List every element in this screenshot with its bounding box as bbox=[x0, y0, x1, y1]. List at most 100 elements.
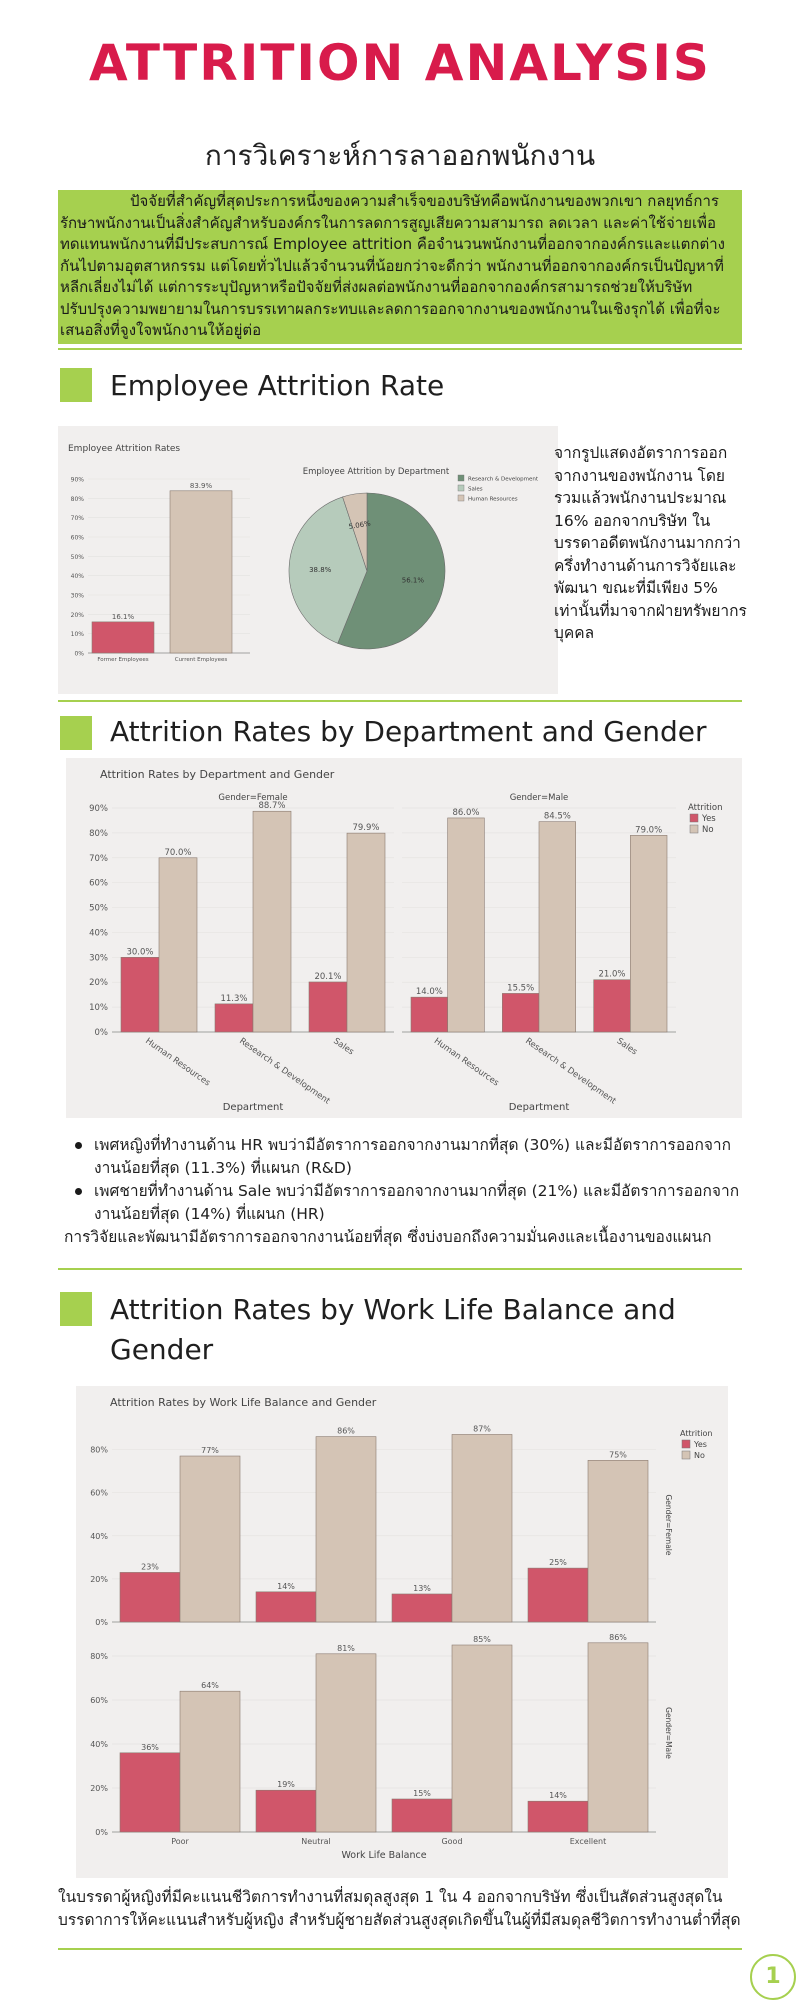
y-tick-label: 20% bbox=[90, 1575, 108, 1584]
y-tick-label: 70% bbox=[71, 515, 85, 522]
y-tick-label: 90% bbox=[71, 477, 85, 484]
legend-swatch bbox=[681, 1439, 691, 1449]
bar-value-label: 84.5% bbox=[544, 812, 571, 822]
chart-title: Attrition Rates by Work Life Balance and… bbox=[110, 1396, 377, 1409]
y-tick-label: 20% bbox=[89, 978, 108, 988]
bar-value-label: 14% bbox=[277, 1582, 295, 1591]
page-title: ATTRITION ANALYSIS bbox=[89, 34, 711, 92]
bar-yes bbox=[119, 1572, 181, 1623]
legend-swatch bbox=[681, 1450, 691, 1460]
bar-value-label: 75% bbox=[609, 1450, 627, 1459]
pie-slice-2 bbox=[342, 492, 368, 572]
bar-value-label: 86% bbox=[337, 1427, 355, 1436]
pie-slice-0 bbox=[337, 492, 446, 650]
bar-value-label: 64% bbox=[201, 1681, 219, 1690]
y-tick-label: 40% bbox=[90, 1740, 108, 1749]
bar-yes bbox=[391, 1798, 453, 1833]
pie-slice-label: 38.8% bbox=[309, 566, 332, 574]
y-tick-label: 40% bbox=[89, 928, 108, 938]
bar-no bbox=[447, 817, 485, 1033]
intro-text: ปัจจัยที่สำคัญที่สุดประการหนึ่งของความสำ… bbox=[60, 192, 725, 339]
bar-yes bbox=[255, 1591, 317, 1623]
bar-no bbox=[252, 810, 292, 1033]
y-tick-label: 60% bbox=[90, 1696, 108, 1705]
y-tick-label: 50% bbox=[89, 904, 108, 914]
section-marker bbox=[60, 716, 92, 750]
x-tick-label: Current Employees bbox=[175, 657, 228, 663]
bar-no bbox=[587, 1642, 649, 1833]
x-tick-label: Excellent bbox=[570, 1837, 607, 1846]
legend-title: Attrition bbox=[688, 803, 722, 813]
y-tick-label: 60% bbox=[71, 535, 85, 542]
bar-no bbox=[179, 1690, 241, 1833]
facet-label: Gender=Male bbox=[510, 793, 569, 803]
bar-value-label: 19% bbox=[277, 1780, 295, 1789]
legend-swatch bbox=[457, 494, 465, 502]
legend-swatch bbox=[689, 813, 699, 823]
facet-label: Gender=Female bbox=[218, 793, 287, 803]
legend-label: No bbox=[702, 825, 714, 835]
pie-slice-label: 56.1% bbox=[402, 576, 425, 584]
section-heading-attrition-rate: Employee Attrition Rate bbox=[110, 369, 445, 402]
facet-label: Gender=Female bbox=[664, 1494, 673, 1555]
bar-yes bbox=[410, 996, 448, 1033]
y-tick-label: 60% bbox=[89, 879, 108, 889]
bar-no bbox=[315, 1436, 377, 1623]
work-life-balance-chart: Attrition Rates by Work Life Balance and… bbox=[90, 1396, 712, 1861]
chart-panel-department-gender: Attrition Rates by Department and Gender… bbox=[66, 758, 742, 1118]
x-tick-label: Sales bbox=[615, 1036, 640, 1057]
bar-yes bbox=[214, 1003, 254, 1033]
bar-value-label: 86% bbox=[609, 1633, 627, 1642]
bar-no bbox=[179, 1455, 241, 1623]
y-tick-label: 60% bbox=[90, 1489, 108, 1498]
legend-label: Sales bbox=[468, 487, 483, 493]
bar-no bbox=[346, 832, 386, 1033]
x-tick-label: Human Resources bbox=[143, 1036, 212, 1089]
y-tick-label: 80% bbox=[90, 1446, 108, 1455]
bar-yes bbox=[527, 1800, 589, 1833]
department-gender-chart: Attrition Rates by Department and Gender… bbox=[89, 768, 722, 1113]
bar-yes bbox=[120, 957, 160, 1033]
bar-yes bbox=[527, 1567, 589, 1623]
y-tick-label: 10% bbox=[71, 631, 85, 638]
section-marker bbox=[60, 368, 92, 402]
page-number: 1 bbox=[750, 1954, 796, 2000]
x-tick-label: Neutral bbox=[301, 1837, 331, 1846]
y-tick-label: 70% bbox=[89, 854, 108, 864]
bar-yes bbox=[391, 1593, 453, 1623]
bar-value-label: 13% bbox=[413, 1584, 431, 1593]
x-tick-label: Former Employees bbox=[97, 657, 148, 663]
y-tick-label: 80% bbox=[89, 829, 108, 839]
bar-no bbox=[587, 1460, 649, 1623]
chart-title: Attrition Rates by Department and Gender bbox=[100, 768, 335, 781]
y-tick-label: 80% bbox=[71, 496, 85, 503]
x-axis-title: Department bbox=[223, 1102, 284, 1113]
bar-value-label: 21.0% bbox=[598, 970, 625, 980]
bar-value-label: 88.7% bbox=[258, 801, 285, 811]
intro-paragraph: ปัจจัยที่สำคัญที่สุดประการหนึ่งของความสำ… bbox=[58, 190, 742, 344]
divider bbox=[58, 1948, 742, 1950]
bar-value-label: 81% bbox=[337, 1644, 355, 1653]
bar-value-label: 79.9% bbox=[352, 823, 379, 833]
bar-value-label: 23% bbox=[141, 1562, 159, 1571]
pie-chart-title: Employee Attrition by Department bbox=[303, 467, 450, 477]
legend-label: Research & Development bbox=[468, 477, 539, 483]
x-tick-label: Sales bbox=[331, 1036, 356, 1057]
legend-swatch bbox=[457, 474, 465, 482]
y-tick-label: 20% bbox=[90, 1784, 108, 1793]
y-tick-label: 20% bbox=[71, 612, 85, 619]
page-subtitle: การวิเคราะห์การลาออกพนักงาน bbox=[204, 139, 596, 172]
legend-label: No bbox=[694, 1451, 705, 1460]
y-tick-label: 0% bbox=[95, 1028, 109, 1038]
bar-no bbox=[451, 1644, 513, 1833]
legend-label: Human Resources bbox=[468, 497, 518, 503]
bar-value-label: 83.9% bbox=[190, 482, 213, 490]
chart-panel-attrition-rate: Employee Attrition Rates 0% 10% 20% 30% 40% 50… bbox=[58, 426, 558, 694]
y-tick-label: 40% bbox=[90, 1532, 108, 1541]
bar-value-label: 79.0% bbox=[635, 825, 662, 835]
y-tick-label: 0% bbox=[95, 1828, 108, 1837]
y-tick-label: 40% bbox=[71, 573, 85, 580]
y-tick-label: 80% bbox=[90, 1652, 108, 1661]
finding-male: เพศชายที่ทำงานด้าน Sale พบว่ามีอัตราการอ… bbox=[66, 1180, 756, 1226]
x-tick-label: Research & Development bbox=[237, 1036, 332, 1107]
